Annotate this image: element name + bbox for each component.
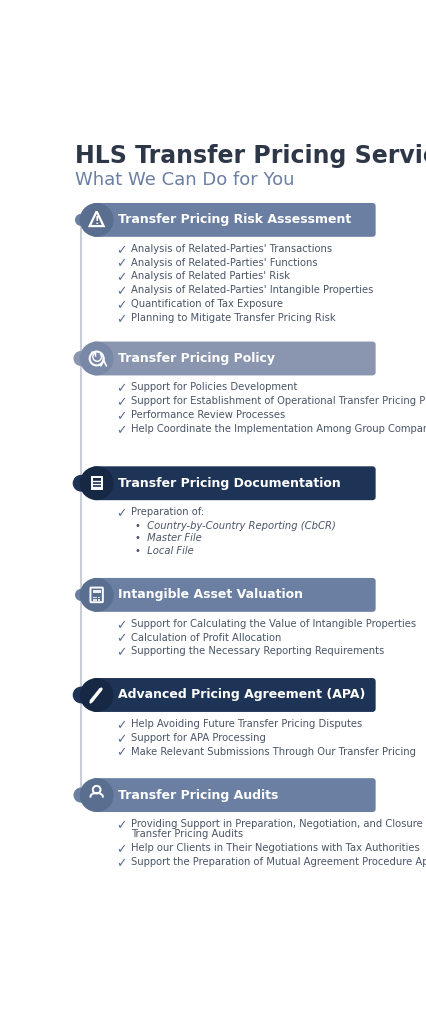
Text: Calculation of Profit Allocation: Calculation of Profit Allocation	[131, 633, 281, 643]
Text: Performance Review Processes: Performance Review Processes	[131, 410, 285, 420]
Text: ✓: ✓	[116, 258, 127, 270]
Text: Help Avoiding Future Transfer Pricing Disputes: Help Avoiding Future Transfer Pricing Di…	[131, 719, 362, 729]
Text: ✓: ✓	[116, 633, 127, 645]
FancyBboxPatch shape	[93, 599, 95, 601]
Text: ✓: ✓	[116, 299, 127, 312]
Text: Intangible Asset Valuation: Intangible Asset Valuation	[118, 589, 302, 601]
FancyBboxPatch shape	[92, 342, 376, 376]
Text: •  Local File: • Local File	[135, 546, 194, 556]
Text: Transfer Pricing Documentation: Transfer Pricing Documentation	[118, 477, 340, 489]
FancyBboxPatch shape	[92, 578, 376, 611]
Text: Supporting the Necessary Reporting Requirements: Supporting the Necessary Reporting Requi…	[131, 646, 384, 656]
Text: ✓: ✓	[116, 271, 127, 285]
Text: ✓: ✓	[116, 507, 127, 520]
Circle shape	[81, 579, 113, 611]
Text: Quantification of Tax Exposure: Quantification of Tax Exposure	[131, 299, 283, 309]
FancyBboxPatch shape	[92, 466, 376, 500]
Circle shape	[74, 788, 88, 802]
Circle shape	[81, 204, 113, 237]
Circle shape	[73, 687, 89, 702]
Text: ✓: ✓	[116, 396, 127, 410]
FancyBboxPatch shape	[92, 778, 376, 812]
Circle shape	[81, 467, 113, 500]
Text: Support for Calculating the Value of Intangible Properties: Support for Calculating the Value of Int…	[131, 618, 416, 629]
Text: Preparation of:: Preparation of:	[131, 507, 204, 517]
Text: ✓: ✓	[116, 244, 127, 257]
FancyBboxPatch shape	[93, 597, 95, 598]
Text: Analysis of Related-Parties' Transactions: Analysis of Related-Parties' Transaction…	[131, 244, 332, 254]
Text: Transfer Pricing Audits: Transfer Pricing Audits	[131, 829, 243, 839]
Circle shape	[73, 475, 89, 490]
Text: Support for APA Processing: Support for APA Processing	[131, 733, 266, 742]
Text: ✓: ✓	[116, 313, 127, 326]
Text: Providing Support in Preparation, Negotiation, and Closure of: Providing Support in Preparation, Negoti…	[131, 819, 426, 829]
Text: ✓: ✓	[116, 424, 127, 437]
Text: Analysis of Related Parties' Risk: Analysis of Related Parties' Risk	[131, 271, 290, 282]
Circle shape	[76, 214, 86, 225]
Text: !: !	[95, 216, 99, 226]
Text: Transfer Pricing Audits: Transfer Pricing Audits	[118, 788, 278, 802]
Text: Help Coordinate the Implementation Among Group Companies: Help Coordinate the Implementation Among…	[131, 424, 426, 434]
Text: ✓: ✓	[116, 746, 127, 760]
Text: ✓: ✓	[116, 719, 127, 732]
Text: ↻: ↻	[90, 349, 104, 368]
Text: ✓: ✓	[116, 857, 127, 869]
FancyBboxPatch shape	[98, 599, 100, 601]
Text: ✓: ✓	[116, 733, 127, 745]
FancyBboxPatch shape	[92, 203, 376, 237]
Text: •  Country-by-Country Reporting (CbCR): • Country-by-Country Reporting (CbCR)	[135, 521, 336, 531]
Circle shape	[74, 351, 88, 366]
Text: Support for Establishment of Operational Transfer Pricing Processes: Support for Establishment of Operational…	[131, 396, 426, 407]
FancyBboxPatch shape	[95, 599, 98, 601]
Text: ✓: ✓	[116, 618, 127, 632]
Text: Make Relevant Submissions Through Our Transfer Pricing: Make Relevant Submissions Through Our Tr…	[131, 746, 416, 757]
Text: Transfer Pricing Policy: Transfer Pricing Policy	[118, 352, 275, 365]
FancyBboxPatch shape	[92, 678, 376, 712]
Circle shape	[81, 342, 113, 375]
Text: ✓: ✓	[116, 286, 127, 298]
Text: Analysis of Related-Parties' Intangible Properties: Analysis of Related-Parties' Intangible …	[131, 286, 373, 295]
Text: ✓: ✓	[116, 819, 127, 831]
FancyBboxPatch shape	[95, 597, 98, 598]
Text: Advanced Pricing Agreement (APA): Advanced Pricing Agreement (APA)	[118, 688, 365, 701]
Text: ✓: ✓	[116, 382, 127, 395]
FancyBboxPatch shape	[98, 597, 100, 598]
Text: ✓: ✓	[116, 410, 127, 423]
Text: What We Can Do for You: What We Can Do for You	[75, 171, 294, 188]
Text: Support for Policies Development: Support for Policies Development	[131, 382, 297, 392]
Text: •  Master File: • Master File	[135, 534, 202, 544]
Circle shape	[76, 590, 86, 600]
Text: Help our Clients in Their Negotiations with Tax Authorities: Help our Clients in Their Negotiations w…	[131, 843, 420, 853]
Text: Analysis of Related-Parties' Functions: Analysis of Related-Parties' Functions	[131, 258, 317, 267]
Circle shape	[81, 679, 113, 711]
Text: Planning to Mitigate Transfer Pricing Risk: Planning to Mitigate Transfer Pricing Ri…	[131, 313, 335, 323]
Text: HLS Transfer Pricing Services: HLS Transfer Pricing Services	[75, 144, 426, 168]
Text: Support the Preparation of Mutual Agreement Procedure Applications: Support the Preparation of Mutual Agreem…	[131, 857, 426, 866]
Text: Transfer Pricing Risk Assessment: Transfer Pricing Risk Assessment	[118, 213, 351, 226]
Circle shape	[81, 779, 113, 811]
Text: ✓: ✓	[116, 646, 127, 659]
FancyBboxPatch shape	[93, 590, 101, 593]
Text: ✓: ✓	[116, 843, 127, 856]
